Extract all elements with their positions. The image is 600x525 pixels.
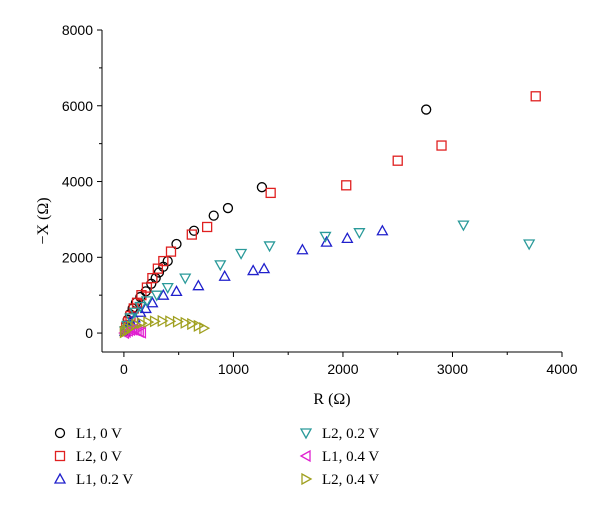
data-point bbox=[157, 314, 169, 328]
legend-marker bbox=[301, 472, 313, 486]
x-tick-label: 0 bbox=[120, 361, 128, 377]
legend-marker bbox=[53, 472, 67, 484]
data-point bbox=[165, 246, 177, 257]
legend-label: L1, 0 V bbox=[76, 426, 122, 442]
data-point bbox=[193, 319, 205, 332]
data-point bbox=[257, 262, 271, 274]
data-point bbox=[234, 248, 248, 260]
data-point bbox=[124, 313, 137, 325]
data-point bbox=[180, 316, 192, 329]
data-point bbox=[136, 290, 147, 301]
legend-label: L2, 0 V bbox=[76, 449, 122, 465]
data-point bbox=[436, 140, 447, 151]
data-point bbox=[201, 221, 213, 233]
legend-label: L2, 0.2 V bbox=[322, 426, 379, 442]
data-point bbox=[421, 104, 432, 115]
data-point bbox=[341, 180, 352, 191]
legend-item: L2, 0.4 V bbox=[301, 472, 379, 488]
data-point bbox=[179, 273, 192, 285]
series-6 bbox=[119, 314, 211, 339]
y-tick-label: 2000 bbox=[62, 249, 93, 265]
data-point bbox=[320, 235, 333, 247]
series-2 bbox=[119, 91, 541, 337]
data-point bbox=[131, 318, 143, 331]
data-point bbox=[214, 260, 227, 272]
data-point bbox=[119, 326, 131, 339]
data-point bbox=[247, 264, 260, 276]
data-point bbox=[186, 229, 197, 240]
data-point bbox=[222, 202, 234, 214]
data-point bbox=[187, 317, 199, 331]
legend-item: L2, 0 V bbox=[54, 449, 122, 465]
data-point bbox=[263, 241, 276, 253]
data-point bbox=[296, 243, 309, 255]
data-point bbox=[457, 220, 470, 232]
data-point bbox=[165, 315, 177, 328]
data-point bbox=[136, 317, 148, 330]
data-point bbox=[392, 155, 403, 166]
legend-item: L2, 0.2 V bbox=[299, 426, 379, 442]
data-point bbox=[139, 302, 152, 314]
x-axis-ticks: 0 1000 2000 3000 4000 bbox=[120, 352, 578, 377]
data-point bbox=[141, 282, 153, 293]
data-point bbox=[134, 301, 147, 313]
data-point bbox=[256, 182, 268, 193]
x-axis-title: R (Ω) bbox=[313, 391, 350, 408]
legend-label: L1, 0.4 V bbox=[322, 449, 379, 465]
x-tick-label: 3000 bbox=[437, 361, 468, 377]
data-point bbox=[128, 307, 141, 319]
data-point bbox=[143, 315, 155, 329]
legend-marker bbox=[54, 427, 66, 439]
legend-label: L2, 0.4 V bbox=[322, 472, 379, 488]
legend: L1, 0 V L2, 0 V L1, 0.2 V L2, 0.2 V L1, 0.4 … bbox=[53, 426, 379, 488]
data-point bbox=[135, 326, 147, 339]
data-point bbox=[530, 91, 541, 102]
data-point bbox=[523, 239, 536, 251]
x-tick-label: 4000 bbox=[546, 361, 577, 377]
legend-item: L1, 0.2 V bbox=[53, 472, 133, 488]
legend-item: L1, 0 V bbox=[54, 426, 122, 442]
data-point bbox=[147, 272, 158, 284]
data-point bbox=[170, 285, 183, 297]
data-point bbox=[150, 290, 163, 302]
data-point bbox=[158, 255, 169, 267]
data-point bbox=[188, 225, 200, 236]
data-point bbox=[208, 210, 219, 221]
y-tick-label: 8000 bbox=[62, 22, 93, 38]
legend-label: L1, 0.2 V bbox=[76, 472, 133, 488]
y-axis-ticks: 0 2000 4000 6000 8000 bbox=[62, 22, 102, 341]
data-point bbox=[157, 288, 170, 300]
data-point bbox=[171, 238, 182, 250]
legend-item: L1, 0.4 V bbox=[299, 449, 379, 465]
data-points bbox=[118, 91, 541, 340]
data-point bbox=[161, 282, 174, 294]
y-tick-label: 6000 bbox=[62, 98, 93, 114]
data-point bbox=[199, 322, 211, 335]
y-axis-title: −X (Ω) bbox=[35, 197, 52, 244]
data-point bbox=[140, 296, 154, 308]
data-point bbox=[152, 263, 164, 274]
data-point bbox=[265, 187, 276, 199]
y-tick-label: 0 bbox=[85, 325, 93, 341]
data-point bbox=[192, 279, 205, 291]
data-point bbox=[341, 232, 354, 244]
series-1 bbox=[119, 104, 432, 336]
data-point bbox=[376, 224, 389, 236]
legend-marker bbox=[54, 450, 66, 462]
axes: 0 1000 2000 3000 4000 0 2000 4000 6000 8000 bbox=[62, 22, 578, 377]
data-point bbox=[149, 315, 161, 328]
legend-marker bbox=[299, 428, 313, 440]
data-point bbox=[172, 315, 184, 328]
data-point bbox=[353, 228, 366, 240]
data-point bbox=[319, 231, 332, 243]
x-tick-label: 2000 bbox=[327, 361, 358, 377]
data-point bbox=[218, 269, 231, 281]
x-tick-label: 1000 bbox=[218, 361, 249, 377]
data-point bbox=[146, 296, 159, 308]
legend-marker bbox=[299, 449, 311, 463]
y-tick-label: 4000 bbox=[62, 174, 93, 190]
